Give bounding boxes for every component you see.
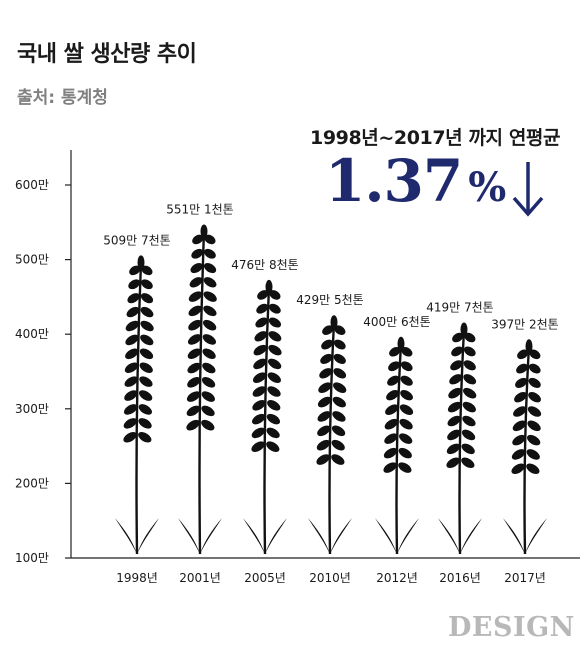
data-label: 397만 2천톤: [491, 316, 558, 331]
callout-value: 1.37%: [325, 152, 506, 211]
brand-watermark: DESIGN: [448, 612, 575, 643]
x-tick-label: 2012년: [376, 571, 418, 585]
callout-label: 1998년~2017년 까지 연평균: [310, 127, 561, 149]
y-tick-label: 300만: [15, 402, 49, 416]
x-tick-label: 2005년: [244, 571, 286, 585]
data-label: 551만 1천톤: [166, 201, 233, 216]
x-tick-label: 2016년: [439, 571, 481, 585]
down-arrow-icon: [512, 162, 544, 217]
callout-number: 1.37: [325, 147, 463, 215]
y-tick-label: 600만: [15, 178, 49, 192]
rice-stalk-1998년: [115, 255, 159, 555]
chart: 100만 200만 300만 400만 500만 600만 509만 7천톤 551만 1천…: [15, 150, 580, 585]
data-label: 509만 7천톤: [103, 232, 170, 247]
source-note: 출처: 통계청: [17, 88, 108, 108]
y-tick-label: 500만: [15, 253, 49, 267]
data-label: 429만 5천톤: [296, 292, 363, 307]
y-tick-label: 200만: [15, 476, 49, 490]
x-tick-label: 2010년: [309, 571, 351, 585]
y-tick-label: 100만: [15, 551, 49, 565]
x-axis: 1998년 2001년 2005년 2010년 2012년 2016년 2017년: [116, 571, 546, 585]
x-tick-label: 2001년: [179, 571, 221, 585]
rice-stalk-2016년: [438, 322, 482, 555]
data-label: 476만 8천톤: [231, 257, 298, 272]
callout-unit: %: [468, 164, 506, 211]
data-label: 400만 6천톤: [363, 314, 430, 329]
rice-stalk-2001년: [178, 224, 222, 555]
data-label: 419만 7천톤: [426, 300, 493, 315]
rice-stalk-2017년: [503, 339, 547, 555]
chart-title: 국내 쌀 생산량 추이: [17, 42, 197, 67]
data-marks: [115, 224, 547, 555]
x-tick-label: 2017년: [504, 571, 546, 585]
rice-stalk-2005년: [243, 279, 287, 555]
rice-stalk-2010년: [308, 315, 352, 555]
y-tick-label: 400만: [15, 327, 49, 341]
rice-stalk-2012년: [375, 336, 419, 555]
x-tick-label: 1998년: [116, 571, 158, 585]
y-axis: 100만 200만 300만 400만 500만 600만: [15, 150, 580, 565]
